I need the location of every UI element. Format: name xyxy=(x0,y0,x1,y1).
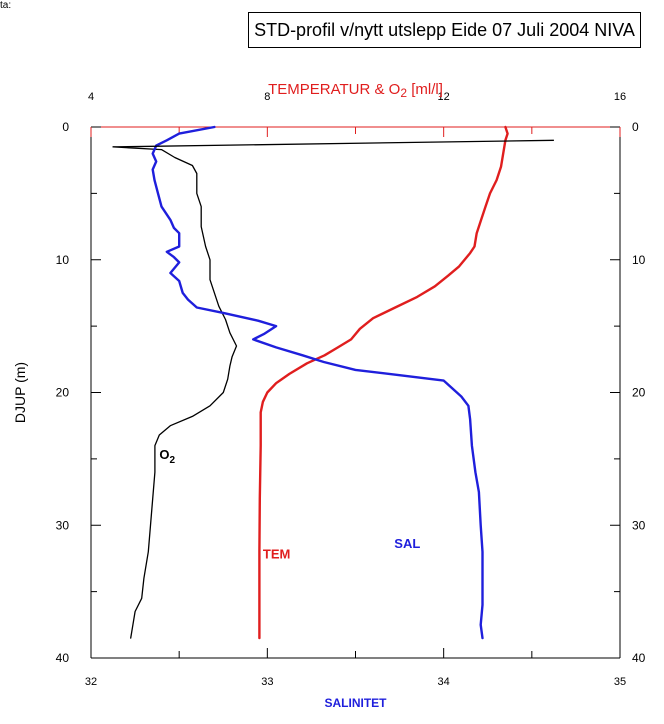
top-tick-label: 16 xyxy=(614,91,626,103)
bottom-tick-label: 33 xyxy=(261,676,273,688)
y-tick-label-right: 30 xyxy=(632,518,646,532)
annotation-text: SAL xyxy=(394,536,420,551)
annotation-tem: TEM xyxy=(263,546,290,561)
y-tick-label-left: 20 xyxy=(56,386,70,400)
corner-text: ta: xyxy=(0,0,12,11)
y-tick-label-left: 40 xyxy=(56,651,70,665)
series-spike-line xyxy=(112,139,554,148)
y-tick-label-right: 10 xyxy=(632,253,646,267)
top-axis-label-sub: 2 xyxy=(400,86,407,100)
bottom-axis-label: SALINITET xyxy=(325,696,388,710)
top-tick-label: 4 xyxy=(88,91,94,103)
top-axis-label-unit: [ml/l] xyxy=(407,81,443,98)
annotation-subscript: 2 xyxy=(169,455,175,466)
series-line-o2 xyxy=(112,146,238,639)
y-tick-label-right: 40 xyxy=(632,651,646,665)
top-axis-label: TEMPERATUR & O2 [ml/l] xyxy=(268,81,443,100)
y-tick-label-right: 20 xyxy=(632,386,646,400)
label-layer: 0 0 10 10 20 20 30 30 40 40 4 8 12 16 32 33 34 35 TEMPERAT… xyxy=(12,81,646,710)
annotation-o: O2 xyxy=(159,447,175,466)
annotation-sal: SAL xyxy=(394,536,420,551)
axes-layer xyxy=(90,126,621,659)
annotation-text: TEM xyxy=(263,546,290,561)
annotation-text: O xyxy=(159,447,169,462)
top-tick-label: 12 xyxy=(438,91,450,103)
bottom-tick-label: 35 xyxy=(614,676,626,688)
y-axis-label: DJUP (m) xyxy=(12,362,28,423)
y-tick-label-left: 0 xyxy=(62,120,69,134)
y-tick-label-left: 30 xyxy=(56,518,70,532)
y-tick-label-right: 0 xyxy=(632,120,639,134)
top-tick-label: 8 xyxy=(264,91,270,103)
top-axis-label-main: TEMPERATUR & O xyxy=(268,81,400,98)
y-tick-label-left: 10 xyxy=(56,253,70,267)
chart-title: STD-profil v/nytt utslepp Eide 07 Juli 2… xyxy=(248,12,641,48)
series-line-tem xyxy=(258,125,509,640)
series-line-sal xyxy=(151,125,484,640)
bottom-tick-label: 34 xyxy=(438,676,450,688)
series-layer xyxy=(112,125,554,640)
bottom-tick-label: 32 xyxy=(85,676,97,688)
